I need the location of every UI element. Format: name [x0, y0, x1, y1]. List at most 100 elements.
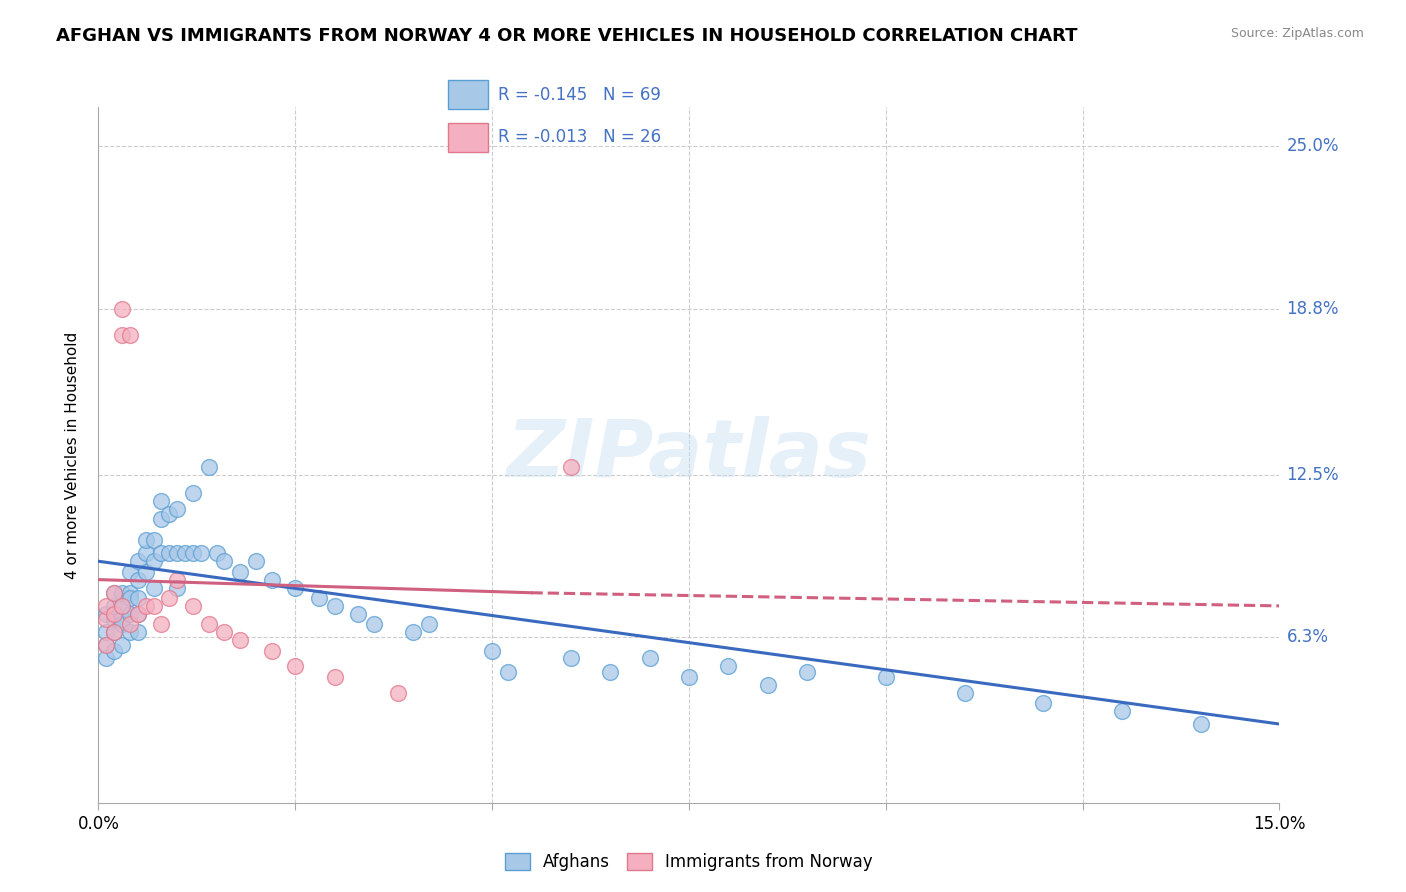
Point: [135, 565, 157, 579]
Point: [402, 625, 425, 640]
Point: [496, 665, 519, 679]
Point: [118, 617, 141, 632]
Point: [953, 685, 976, 699]
FancyBboxPatch shape: [449, 123, 488, 152]
Point: [103, 586, 125, 600]
Point: [560, 459, 582, 474]
Point: [418, 617, 440, 632]
Point: [260, 643, 283, 657]
Point: [166, 573, 188, 587]
Point: [96, 638, 118, 652]
Point: [135, 546, 157, 560]
Point: [118, 565, 141, 579]
Point: [127, 591, 149, 605]
Point: [638, 651, 661, 665]
Text: R = -0.145   N = 69: R = -0.145 N = 69: [498, 86, 661, 103]
Point: [284, 581, 307, 595]
Point: [103, 643, 125, 657]
Point: [118, 591, 141, 605]
Point: [387, 685, 409, 699]
Point: [103, 612, 125, 626]
Point: [142, 554, 165, 568]
Point: [363, 617, 385, 632]
Point: [118, 586, 141, 600]
Point: [678, 670, 700, 684]
Point: [1032, 696, 1054, 710]
Point: [190, 546, 212, 560]
Point: [127, 554, 149, 568]
Text: 18.8%: 18.8%: [1286, 301, 1339, 318]
Text: AFGHAN VS IMMIGRANTS FROM NORWAY 4 OR MORE VEHICLES IN HOUSEHOLD CORRELATION CHA: AFGHAN VS IMMIGRANTS FROM NORWAY 4 OR MO…: [56, 27, 1078, 45]
Point: [245, 554, 267, 568]
Legend: Afghans, Immigrants from Norway: Afghans, Immigrants from Norway: [498, 847, 880, 878]
Text: 6.3%: 6.3%: [1286, 628, 1329, 647]
Point: [1111, 704, 1133, 718]
Text: ZIPatlas: ZIPatlas: [506, 416, 872, 494]
Point: [96, 625, 118, 640]
Point: [96, 607, 118, 621]
Point: [111, 617, 134, 632]
Point: [150, 546, 173, 560]
Point: [127, 607, 149, 621]
Text: 25.0%: 25.0%: [1286, 137, 1339, 155]
Text: Source: ZipAtlas.com: Source: ZipAtlas.com: [1230, 27, 1364, 40]
Point: [197, 459, 219, 474]
Point: [157, 591, 180, 605]
Point: [166, 546, 188, 560]
Point: [142, 599, 165, 613]
Point: [1189, 717, 1212, 731]
Point: [103, 607, 125, 621]
Point: [96, 599, 118, 613]
Point: [308, 591, 330, 605]
Text: R = -0.013   N = 26: R = -0.013 N = 26: [498, 128, 661, 146]
Point: [157, 546, 180, 560]
Point: [103, 586, 125, 600]
Point: [150, 512, 173, 526]
Point: [150, 494, 173, 508]
Point: [111, 638, 134, 652]
Point: [111, 599, 134, 613]
Text: 12.5%: 12.5%: [1286, 466, 1339, 483]
Point: [260, 573, 283, 587]
Point: [599, 665, 621, 679]
Point: [142, 533, 165, 548]
Point: [103, 599, 125, 613]
Point: [96, 638, 118, 652]
Point: [229, 565, 252, 579]
Point: [214, 625, 236, 640]
Point: [111, 599, 134, 613]
Point: [111, 302, 134, 317]
Point: [96, 612, 118, 626]
Point: [118, 328, 141, 343]
Point: [111, 328, 134, 343]
Y-axis label: 4 or more Vehicles in Household: 4 or more Vehicles in Household: [65, 331, 80, 579]
Point: [142, 581, 165, 595]
Point: [756, 678, 779, 692]
Point: [796, 665, 818, 679]
FancyBboxPatch shape: [449, 80, 488, 109]
Point: [717, 659, 740, 673]
Point: [127, 607, 149, 621]
Point: [118, 625, 141, 640]
Point: [127, 573, 149, 587]
Point: [135, 599, 157, 613]
Point: [181, 599, 204, 613]
Point: [166, 501, 188, 516]
Point: [103, 625, 125, 640]
Point: [229, 633, 252, 648]
Point: [284, 659, 307, 673]
Point: [205, 546, 228, 560]
Point: [103, 625, 125, 640]
Point: [347, 607, 370, 621]
Point: [560, 651, 582, 665]
Point: [135, 533, 157, 548]
Point: [127, 625, 149, 640]
Point: [323, 599, 346, 613]
Point: [150, 617, 173, 632]
Point: [118, 607, 141, 621]
Point: [214, 554, 236, 568]
Point: [323, 670, 346, 684]
Point: [174, 546, 197, 560]
Point: [181, 486, 204, 500]
Point: [197, 617, 219, 632]
